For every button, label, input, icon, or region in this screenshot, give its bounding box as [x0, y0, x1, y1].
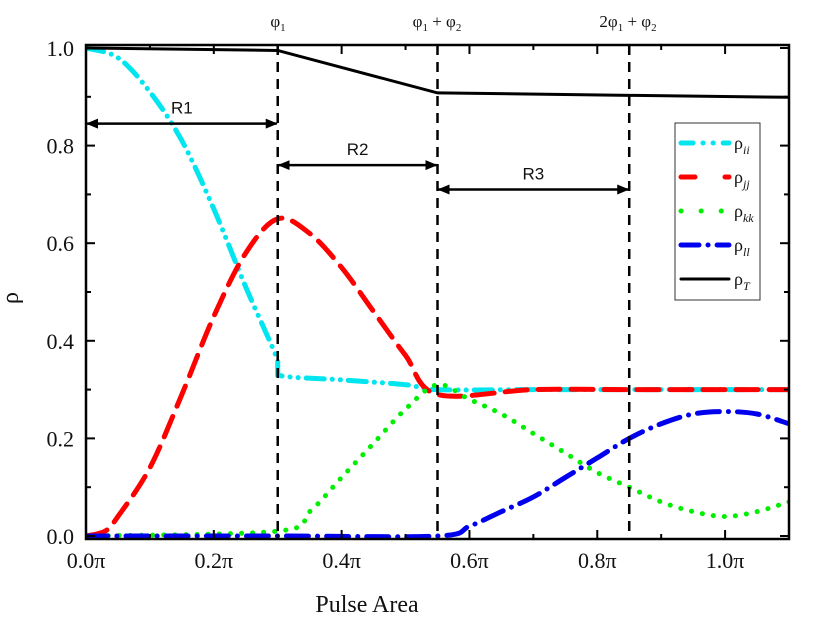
x-axis-title: Pulse Area: [315, 592, 419, 618]
region-arrows: R1 R2 R3: [86, 99, 630, 195]
region-label-r3: R3: [522, 165, 544, 184]
y-tick-label: 0.0: [47, 524, 75, 549]
x-tick-label: 0.2π: [195, 548, 234, 573]
y-tick-label: 0.6: [47, 231, 75, 256]
legend-box: [674, 122, 761, 301]
region-label-r2: R2: [347, 140, 369, 159]
phi1-plus-phi2-label: φ1 + φ2: [413, 12, 462, 34]
series-ρll: [86, 409, 789, 539]
x-tick-label: 0.6π: [450, 548, 489, 573]
x-tick-labels: 0.0π 0.2π 0.4π 0.6π 0.8π 1.0π: [67, 548, 745, 573]
phi1-label: φ1: [270, 12, 285, 34]
two-phi1-plus-phi2-label: 2φ1 + φ2: [599, 12, 656, 34]
y-axis-title: ρ: [0, 292, 24, 304]
y-tick-label: 0.2: [47, 426, 75, 451]
region-label-r1: R1: [171, 99, 193, 118]
top-marker-labels: φ1 φ1 + φ2 2φ1 + φ2: [270, 12, 656, 34]
x-tick-label: 1.0π: [706, 548, 745, 573]
series-ρjj: [86, 215, 789, 539]
series-layer: [86, 45, 789, 539]
y-tick-labels: 0.0 0.2 0.4 0.6 0.8 1.0: [47, 36, 75, 549]
vertical-markers: [276, 45, 631, 539]
series-ρkk: [86, 382, 789, 539]
y-tick-label: 0.4: [47, 329, 75, 354]
y-tick-label: 0.8: [47, 134, 75, 159]
y-tick-label: 1.0: [47, 36, 75, 61]
series-ρT: [86, 46, 789, 99]
x-tick-label: 0.4π: [322, 548, 361, 573]
axis-ticks: [85, 45, 790, 539]
x-tick-label: 0.0π: [67, 548, 106, 573]
x-tick-label: 0.8π: [578, 548, 617, 573]
